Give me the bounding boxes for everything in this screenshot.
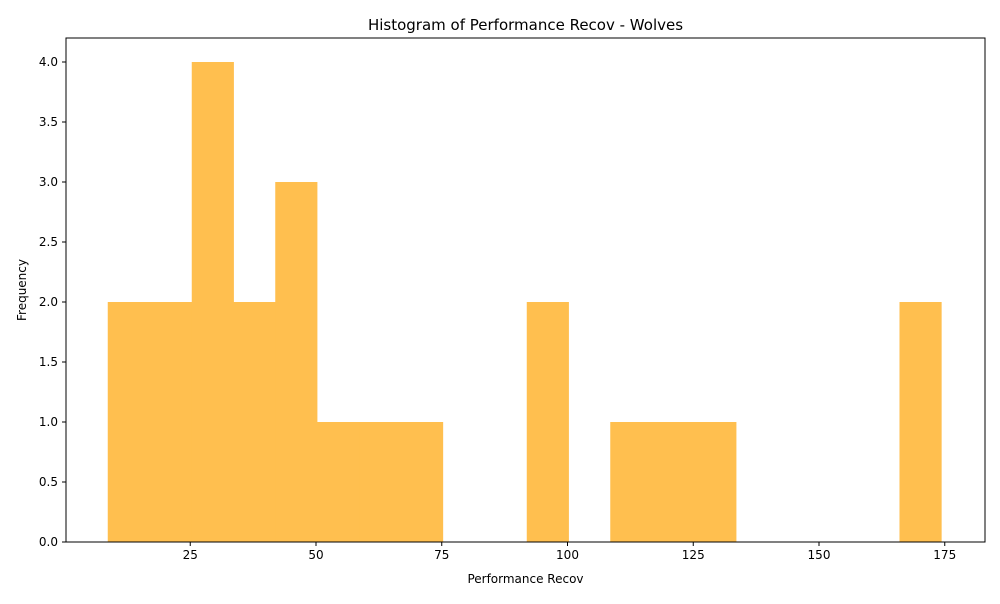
histogram-bar	[526, 302, 569, 542]
x-tick-label: 125	[682, 548, 705, 562]
histogram-bar	[652, 422, 695, 542]
y-tick-label: 1.0	[39, 415, 58, 429]
y-tick-label: 4.0	[39, 55, 58, 69]
y-axis-label: Frequency	[15, 259, 29, 321]
x-axis-label: Performance Recov	[467, 572, 583, 586]
histogram-bar	[275, 182, 318, 542]
histogram-bar	[191, 62, 234, 542]
x-axis-ticks: 25 50 75 100 125 150 175	[183, 542, 956, 562]
x-tick-label: 25	[183, 548, 198, 562]
y-tick-label: 3.5	[39, 115, 58, 129]
y-tick-label: 0.0	[39, 535, 58, 549]
y-axis-ticks: 0.0 0.5 1.0 1.5 2.0 2.5 3.0 3.5 4.0	[39, 55, 66, 549]
histogram-bar	[610, 422, 653, 542]
x-tick-label: 175	[933, 548, 956, 562]
bars-group	[107, 62, 942, 542]
histogram-bar	[107, 302, 150, 542]
y-tick-label: 3.0	[39, 175, 58, 189]
y-tick-label: 2.5	[39, 235, 58, 249]
y-tick-label: 2.0	[39, 295, 58, 309]
x-tick-label: 50	[308, 548, 323, 562]
x-tick-label: 75	[434, 548, 449, 562]
x-tick-label: 150	[808, 548, 831, 562]
histogram-bar	[359, 422, 402, 542]
histogram-bar	[899, 302, 942, 542]
histogram-bar	[233, 302, 276, 542]
histogram-bar	[694, 422, 737, 542]
histogram-bar	[317, 422, 360, 542]
histogram-bar	[401, 422, 444, 542]
y-tick-label: 1.5	[39, 355, 58, 369]
x-tick-label: 100	[556, 548, 579, 562]
y-tick-label: 0.5	[39, 475, 58, 489]
histogram-bar	[149, 302, 193, 542]
chart-title: Histogram of Performance Recov - Wolves	[368, 16, 683, 34]
plot-frame	[65, 37, 986, 543]
